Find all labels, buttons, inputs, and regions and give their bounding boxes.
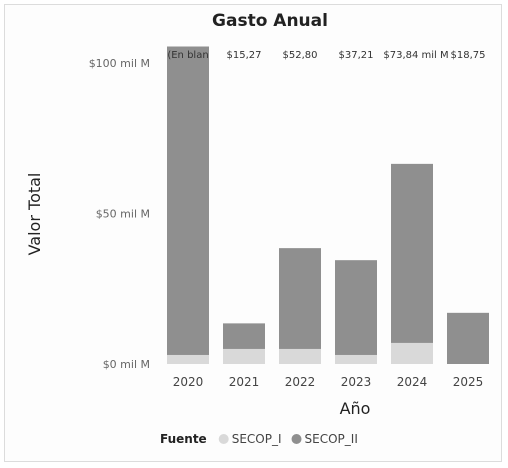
x-tick-label: 2025 — [453, 375, 484, 389]
bar-secop-i — [279, 348, 321, 364]
legend-item-label: SECOP_II — [305, 432, 358, 446]
legend-marker — [218, 434, 229, 444]
x-tick-label: 2021 — [229, 375, 260, 389]
bar-secop-ii — [391, 163, 433, 343]
y-axis-label: Valor Total — [25, 173, 44, 256]
x-tick-label: 2022 — [285, 375, 316, 389]
data-label: (En blan — [167, 50, 208, 61]
bar-secop-ii — [279, 248, 321, 349]
legend: Fuente SECOP_I SECOP_II — [160, 432, 358, 446]
bar-secop-ii — [447, 312, 489, 364]
y-tick-label: $100 mil M — [89, 57, 150, 70]
bar-secop-i — [335, 354, 377, 364]
legend-title: Fuente — [160, 432, 207, 446]
bar-secop-ii — [167, 46, 209, 355]
bar-secop-ii — [223, 323, 265, 349]
data-label: $52,80 — [283, 50, 318, 61]
bar-secop-i — [223, 348, 265, 364]
legend-item-label: SECOP_I — [232, 432, 282, 446]
bar-secop-ii — [335, 260, 377, 355]
data-label: $37,21 — [339, 50, 374, 61]
chart-title: Gasto Anual — [212, 11, 328, 31]
x-tick-label: 2023 — [341, 375, 372, 389]
x-tick-label: 2024 — [397, 375, 428, 389]
data-label: $73,84 mil M — [383, 50, 448, 61]
legend-marker — [291, 434, 302, 444]
data-label: $18,75 — [451, 50, 486, 61]
data-label: $15,27 — [227, 50, 262, 61]
bar-secop-i — [391, 342, 433, 364]
y-tick-label: $50 mil M — [96, 208, 150, 221]
bar-secop-i — [167, 354, 209, 364]
x-axis-label: Año — [340, 399, 371, 418]
y-tick-label: $0 mil M — [103, 358, 150, 371]
x-tick-label: 2020 — [173, 375, 204, 389]
